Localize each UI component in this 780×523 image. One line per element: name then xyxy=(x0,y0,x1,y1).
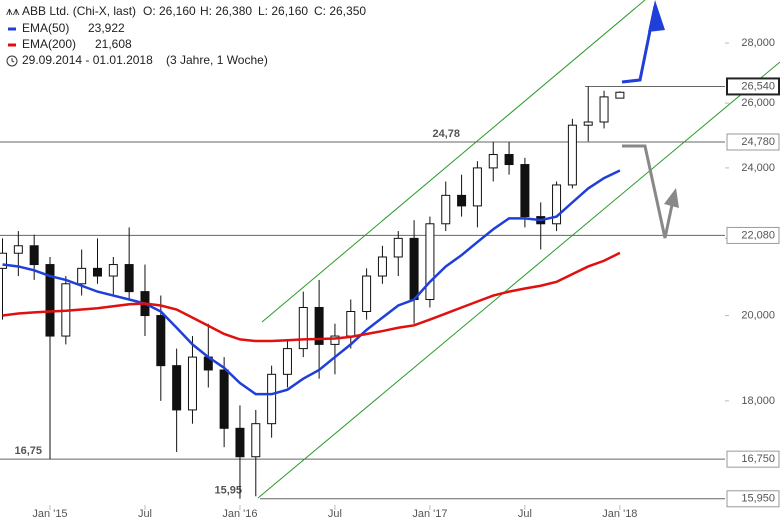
candle-body xyxy=(156,315,166,367)
level-label: 26,540 xyxy=(741,80,775,92)
candle-body xyxy=(314,306,324,345)
level-label-box xyxy=(726,490,780,508)
y-tick-label: 24,000 xyxy=(741,162,775,174)
candle-body xyxy=(0,252,8,269)
legend-ema200-value: 21,608 xyxy=(95,37,132,51)
level-note: 15,95 xyxy=(214,485,242,497)
candle-body xyxy=(377,256,387,277)
x-tick-label: Jan '18 xyxy=(602,508,637,520)
level-label: 22,080 xyxy=(741,229,775,241)
candle-body xyxy=(393,237,403,258)
legend-ema50-value: 23,922 xyxy=(88,21,125,35)
candle-body xyxy=(172,365,182,411)
candle-body xyxy=(457,194,467,207)
x-tick-label: Jan '16 xyxy=(222,508,257,520)
legend-period: 29.09.2014 - 01.01.2018 xyxy=(22,53,153,67)
legend-open: O: 26,160 xyxy=(143,4,196,18)
candle-body xyxy=(124,264,134,293)
level-label: 16,750 xyxy=(741,453,775,465)
candle-body xyxy=(567,124,577,186)
ema-line xyxy=(2,169,621,396)
plot xyxy=(0,86,625,499)
x-tick-label: Jul xyxy=(328,508,342,520)
channel-lower xyxy=(257,61,780,499)
level-note: 24,78 xyxy=(432,128,460,140)
legend-icon: ⩚⩚ xyxy=(6,4,20,18)
y-tick-label: 20,000 xyxy=(741,309,775,321)
candle-body xyxy=(13,245,23,254)
arrow-up-head xyxy=(648,0,665,32)
candle-body xyxy=(488,154,498,169)
y-tick-label: 18,000 xyxy=(741,395,775,407)
candle-body xyxy=(472,167,482,207)
candle-body xyxy=(298,306,308,350)
candle-body xyxy=(29,245,39,266)
candle-body xyxy=(282,348,292,375)
candle-body xyxy=(219,369,229,429)
candle-body xyxy=(77,267,87,285)
candle-body xyxy=(92,267,102,277)
candle-body xyxy=(552,184,562,225)
level-label: 15,950 xyxy=(741,493,775,505)
x-tick-label: Jul xyxy=(138,508,152,520)
candle-body xyxy=(108,264,118,277)
arrow-down xyxy=(622,144,675,239)
candle-body xyxy=(251,423,261,458)
candle-body xyxy=(504,154,514,166)
ema-line xyxy=(2,251,621,343)
candle-body xyxy=(235,427,245,458)
legend-ema200: EMA(200) xyxy=(22,37,76,51)
x-tick-label: Jul xyxy=(518,508,532,520)
level-label-box xyxy=(726,226,780,244)
candle-body xyxy=(187,356,197,411)
candle-body xyxy=(45,264,55,337)
legend-low: L: 26,160 xyxy=(258,4,308,18)
legend: ⩚⩚ ABB Ltd. (Chi-X, last) O: 26,160 H: 2… xyxy=(0,2,400,70)
y-tick-label: 28,000 xyxy=(741,37,775,49)
clock-icon xyxy=(6,55,18,67)
y-tick-label: 26,000 xyxy=(741,97,775,109)
legend-close: C: 26,350 xyxy=(314,4,366,18)
candle-body xyxy=(615,91,625,99)
candle-body xyxy=(267,373,277,425)
level-label-box xyxy=(726,77,780,96)
clock-hand xyxy=(11,58,15,63)
candle-body xyxy=(409,237,419,301)
candle-body xyxy=(441,194,451,225)
candle-body xyxy=(330,335,340,345)
arrow-down-head xyxy=(664,188,679,208)
level-label: 24,780 xyxy=(741,136,775,148)
legend-instrument: ABB Ltd. (Chi-X, last) xyxy=(22,4,136,18)
legend-span: (3 Jahre, 1 Woche) xyxy=(166,53,268,67)
levels: 24,78 16,75 15,95 xyxy=(0,85,725,500)
axis: 18,00020,00022,00024,00026,00028,000Jan … xyxy=(32,37,780,520)
legend-bg xyxy=(0,2,400,70)
x-tick-label: Jan '17 xyxy=(412,508,447,520)
candle-body xyxy=(520,164,530,218)
candle-body xyxy=(583,121,593,126)
level-label-box xyxy=(726,133,780,151)
candle-body xyxy=(346,311,356,337)
level-note: 16,75 xyxy=(14,445,42,457)
legend-high: H: 26,380 xyxy=(200,4,252,18)
level-label-box xyxy=(726,450,780,468)
legend-ema50: EMA(50) xyxy=(22,21,69,35)
x-tick-label: Jan '15 xyxy=(32,508,67,520)
channel-upper xyxy=(261,0,646,323)
candle-body xyxy=(599,96,609,123)
candle-body xyxy=(425,223,435,301)
candle-body xyxy=(362,275,372,313)
